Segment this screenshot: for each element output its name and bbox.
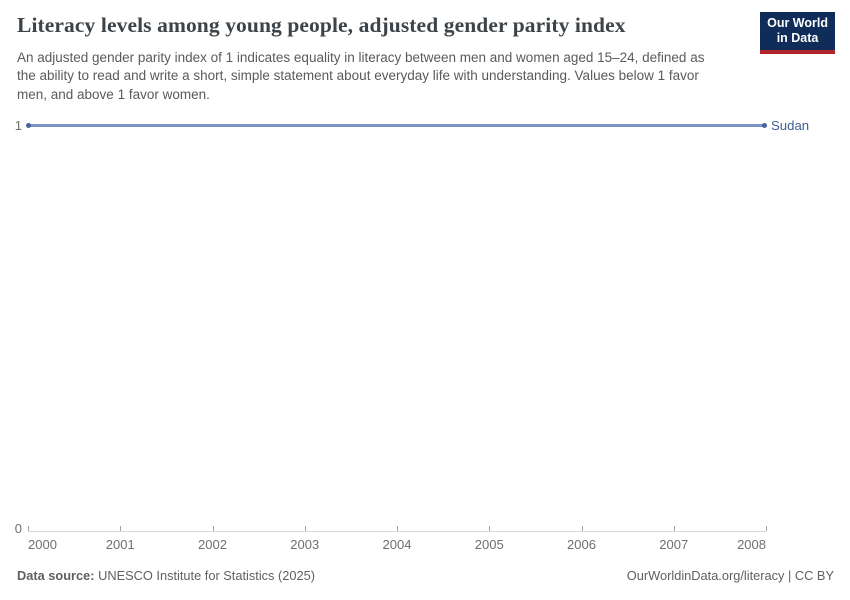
x-axis-tick-mark [766,526,767,531]
x-axis-tick-label: 2001 [105,537,135,552]
x-axis-tick-label: 2004 [382,537,412,552]
owid-logo-line1: Our World [767,16,828,30]
x-axis-tick-label: 2003 [290,537,320,552]
x-axis-tick-label: 2000 [28,537,57,552]
x-axis-tick-label: 2005 [474,537,504,552]
x-axis-line: 2000 2001 2002 2003 2004 2005 2006 2007 2008 [28,526,767,552]
series-label-sudan[interactable]: Sudan [771,118,810,133]
x-axis-tick-mark [489,526,491,531]
data-source-note: Data source: UNESCO Institute for Statis… [17,568,315,583]
chart-title: Literacy levels among young people, adju… [17,13,626,37]
x-axis-tick-label: 2002 [198,537,227,552]
x-axis-tick-label: 2008 [737,537,766,552]
data-source-value: UNESCO Institute for Statistics (2025) [98,568,316,583]
x-axis-tick-mark [120,526,122,531]
x-axis-tick-mark [673,526,675,531]
owid-logo[interactable]: Our World in Data [760,12,835,54]
credit-link[interactable]: OurWorldinData.org/literacy | CC BY [626,568,834,583]
owid-logo-line2: in Data [776,31,819,45]
series-start-point [26,123,31,128]
x-axis-tick-mark [28,526,29,531]
chart-footer: Data source: UNESCO Institute for Statis… [17,568,834,583]
data-source-label: Data source: [17,568,95,583]
series-end-point [762,123,767,128]
y-axis-tick-label-0: 0 [14,521,22,536]
chart-subtitle: An adjusted gender parity index of 1 ind… [17,50,705,102]
x-axis-tick-label: 2006 [567,537,596,552]
y-axis-tick-label-1: 1 [14,118,22,133]
x-axis-tick-mark [397,526,398,531]
x-axis-tick-mark [581,526,583,531]
x-axis-tick-mark [212,526,214,531]
x-axis-tick-label: 2007 [659,537,689,552]
x-axis-tick-mark [304,526,306,531]
series-line-sudan[interactable] [26,123,767,128]
